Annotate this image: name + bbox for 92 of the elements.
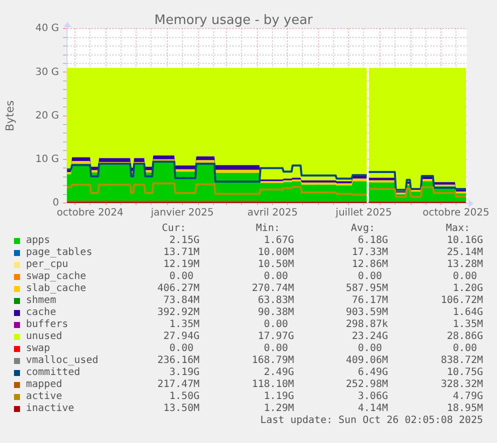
text: 0.00 — [358, 343, 383, 355]
text: 17.97G — [258, 331, 294, 343]
text: 168.79M — [252, 355, 294, 367]
text: 4.79G — [452, 391, 483, 403]
text: 0.00 — [169, 343, 194, 355]
text: Avg: — [350, 223, 375, 235]
text: 28.86G — [446, 331, 483, 343]
text: Max: — [446, 223, 470, 235]
text: 90.38M — [258, 307, 294, 319]
x-tick-label: avril 2025 — [247, 208, 298, 219]
text: Cur: — [162, 223, 186, 235]
text: 13.28M — [446, 259, 483, 271]
text: 217.47M — [157, 379, 200, 391]
x-tick-label: juillet 2025 — [334, 208, 392, 219]
text: 0.00 — [452, 343, 478, 355]
legend-label: apps — [26, 235, 50, 247]
text: 13.71M — [163, 247, 200, 259]
text: 73.84M — [163, 295, 200, 307]
text: 27.94G — [163, 331, 200, 343]
text: 10.00M — [258, 247, 294, 259]
text: 1.64G — [452, 307, 483, 319]
text: 63.83M — [258, 295, 294, 307]
text: 1.50G — [169, 391, 200, 403]
text: 838.72M — [440, 355, 483, 367]
text: Last update: Sun Oct 26 02:05:08 2025 — [260, 415, 483, 427]
text: 0.00 — [358, 271, 383, 283]
legend-label: unused — [26, 331, 62, 343]
text: 1.67G — [264, 235, 294, 247]
text: 118.10M — [252, 379, 294, 391]
legend-label: per_cpu — [26, 259, 68, 271]
text: 1.19G — [264, 391, 294, 403]
legend-label: cache — [26, 307, 56, 319]
text: 328.32M — [440, 379, 483, 391]
text: 252.98M — [346, 379, 388, 391]
text: 17.33M — [352, 247, 388, 259]
text: 587.95M — [346, 283, 388, 295]
text: 392.92M — [157, 307, 200, 319]
legend-label: buffers — [26, 319, 68, 331]
text: Min: — [256, 223, 280, 235]
legend-label: active — [26, 391, 62, 403]
text: 1.35M — [169, 319, 200, 331]
text: 23.24G — [352, 331, 388, 343]
legend-label: slab_cache — [26, 283, 86, 295]
legend-label: inactive — [26, 403, 74, 415]
text: 1.35M — [452, 319, 483, 331]
text: 10.50M — [258, 259, 294, 271]
y-tick-label: 20 G — [35, 110, 59, 122]
text: 2.15G — [169, 235, 200, 247]
text: 0.00 — [264, 343, 289, 355]
legend-label: swap_cache — [26, 271, 86, 283]
text: 6.49G — [358, 367, 388, 379]
legend-label: committed — [26, 367, 80, 379]
text: 12.19M — [163, 259, 200, 271]
y-tick-label: 10 G — [35, 154, 59, 165]
text: 12.86M — [352, 259, 388, 271]
x-tick-label: octobre 2025 — [422, 208, 490, 219]
text: 10.75G — [446, 367, 483, 379]
text: 6.18G — [358, 235, 388, 247]
x-tick-label: octobre 2024 — [56, 208, 124, 219]
text: 25.14M — [446, 247, 483, 259]
legend-label: vmalloc_used — [26, 355, 98, 367]
text: 2.49G — [264, 367, 294, 379]
legend-label: mapped — [26, 379, 62, 391]
y-axis-title: Bytes — [3, 100, 16, 132]
chart-title: Memory usage - by year — [154, 13, 314, 28]
text: 236.16M — [157, 355, 200, 367]
text: 3.19G — [169, 367, 200, 379]
text: 4.14M — [358, 403, 388, 415]
y-tick-label: 30 G — [35, 66, 59, 78]
text: 106.72M — [440, 295, 483, 307]
text: 1.20G — [452, 283, 483, 295]
x-tick-label: janvier 2025 — [150, 208, 214, 219]
text: 0.00 — [169, 271, 194, 283]
text: 0.00 — [452, 271, 478, 283]
text: 10.16G — [446, 235, 483, 247]
text: 903.59M — [346, 307, 388, 319]
text: 406.27M — [157, 283, 200, 295]
text: 0.00 — [264, 319, 289, 331]
text: 1.29M — [264, 403, 294, 415]
legend-label: swap — [26, 343, 50, 355]
text: 409.06M — [346, 355, 388, 367]
y-tick-label: 0 — [52, 198, 59, 209]
text: 3.06G — [358, 391, 388, 403]
text: 298.87k — [346, 319, 388, 331]
y-tick-label: 40 G — [35, 23, 59, 34]
text: 13.50M — [163, 403, 200, 415]
text: 0.00 — [264, 271, 289, 283]
legend-label: shmem — [26, 295, 56, 307]
text: 76.17M — [352, 295, 388, 307]
legend-label: page_tables — [26, 247, 92, 259]
text: 18.95M — [446, 403, 483, 415]
text: 270.74M — [252, 283, 294, 295]
